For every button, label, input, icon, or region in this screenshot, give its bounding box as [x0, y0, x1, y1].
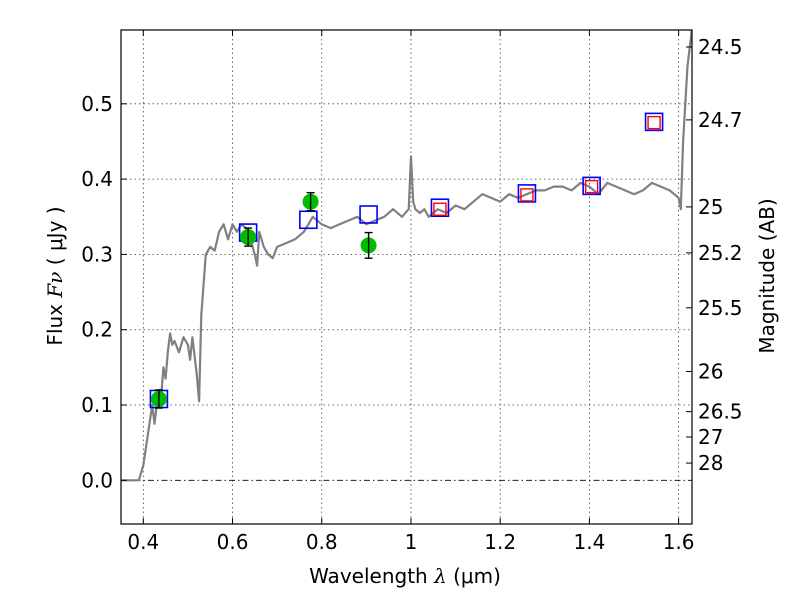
y-tick-label: 0.2: [81, 318, 113, 342]
y-tick-label: 0.0: [81, 468, 113, 492]
mag-tick-label: 26: [698, 359, 723, 383]
mag-tick-label: 24.5: [698, 35, 743, 59]
synthetic-photometry-square: [647, 115, 661, 130]
synthetic-photometry-square: [520, 188, 534, 202]
mag-tick-label: 28: [698, 451, 723, 475]
y-tick-label: 0.4: [81, 167, 113, 191]
model-photometry-square: [582, 176, 601, 196]
x-axis-title-text: Wavelength: [309, 564, 428, 588]
x-tick-label: 1.6: [663, 530, 695, 554]
y-axis-title-text: Flux: [43, 304, 67, 346]
synthetic-photometry-square: [433, 202, 447, 216]
plot-frame: [120, 29, 693, 525]
y-axis-unit: ( μJy ): [43, 206, 67, 265]
plot-area: [121, 30, 692, 482]
y-axis-symbol: Fν: [43, 272, 67, 299]
model-photometry-square: [517, 184, 537, 203]
x-axis-unit: (μm): [453, 564, 501, 588]
x-axis-symbol: λ: [433, 564, 447, 588]
x-tick-label: 1.4: [573, 530, 605, 554]
x-tick-label: 1.2: [484, 530, 516, 554]
model-photometry-square: [359, 205, 378, 224]
x-tick-label: 1: [405, 530, 418, 554]
mag-tick-label: 25.2: [698, 241, 743, 265]
synthetic-photometry-square: [584, 179, 599, 194]
y2-axis-title: Magnitude (AB): [755, 198, 779, 353]
y-axis-title: Flux Fν ( μJy ): [43, 206, 67, 345]
mag-tick-label: 25.5: [698, 296, 743, 320]
y-tick-label: 0.1: [81, 393, 113, 417]
grid-layer: [121, 30, 692, 524]
x-tick-label: 0.6: [217, 530, 249, 554]
model-photometry-square: [430, 198, 450, 218]
y-tick-label: 0.5: [81, 92, 113, 116]
y-tick-label: 0.3: [81, 242, 113, 266]
x-tick-label: 0.8: [306, 530, 338, 554]
mag-tick-label: 25: [698, 195, 723, 219]
spectrum-line: [121, 30, 692, 482]
x-tick-label: 0.4: [127, 530, 159, 554]
x-axis-title: Wavelength λ (μm): [309, 564, 501, 588]
model-photometry-square: [644, 112, 664, 132]
mag-tick-label: 27: [698, 425, 723, 449]
mag-tick-label: 24.7: [698, 108, 743, 132]
mag-tick-label: 26.5: [698, 400, 743, 424]
ticks-layer: 0.4 0.6 0.8 1 1.2 1.4 1.6 0.0 0.1 0.2 0.3 0.4 0.5 24.…: [81, 30, 743, 554]
plot-content: [121, 30, 692, 482]
